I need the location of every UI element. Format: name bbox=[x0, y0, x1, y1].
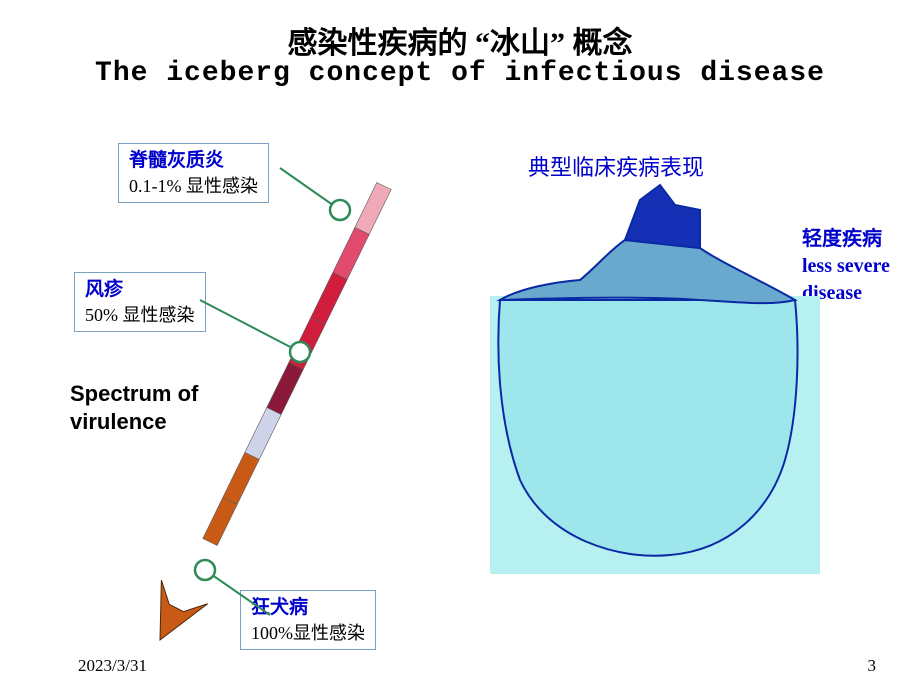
iceberg-peak bbox=[625, 185, 700, 248]
arrow-markers bbox=[195, 168, 350, 615]
iceberg-mid bbox=[500, 240, 795, 303]
diagram-svg bbox=[0, 0, 920, 690]
